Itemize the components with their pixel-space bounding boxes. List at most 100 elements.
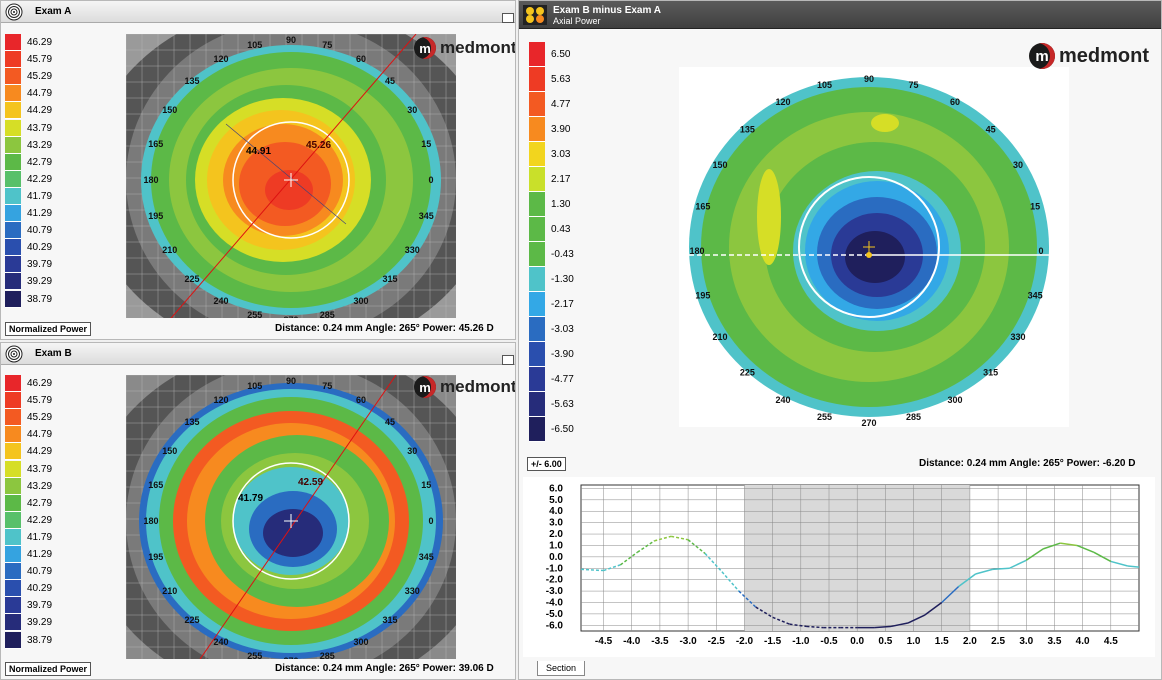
difference-legend-label: 3.90: [551, 124, 571, 135]
svg-text:0: 0: [428, 516, 433, 526]
svg-text:180: 180: [689, 246, 704, 256]
profile-line-segment: [975, 568, 993, 575]
x-tick-label: 2.0: [963, 636, 977, 647]
exam-a-legend-label: 39.29: [27, 276, 53, 288]
exam-a-marker-1: 44.91: [246, 146, 271, 157]
svg-text:180: 180: [143, 516, 158, 526]
svg-text:300: 300: [353, 296, 368, 306]
difference-status: Distance: 0.24 mm Angle: 265° Power: -6.…: [919, 458, 1136, 469]
profile-line-segment: [1009, 559, 1027, 569]
y-tick-label: 5.0: [549, 495, 563, 506]
exam-b-marker-1: 41.79: [238, 493, 263, 504]
svg-text:240: 240: [213, 637, 228, 647]
exam-a-legend-label: 45.79: [27, 54, 53, 66]
svg-text:105: 105: [247, 381, 262, 391]
profile-line-segment: [636, 540, 655, 553]
exam-a-legend-label: 44.79: [27, 88, 53, 100]
y-tick-label: 2.0: [549, 529, 563, 540]
svg-text:330: 330: [405, 245, 420, 255]
difference-legend-label: -4.77: [551, 374, 574, 385]
profile-line-segment: [603, 564, 621, 572]
exam-b-legend-label: 45.79: [27, 395, 53, 407]
exam-b-legend-label: 39.79: [27, 600, 53, 612]
svg-text:270: 270: [861, 418, 876, 427]
profile-line-segment: [772, 616, 790, 625]
svg-text:60: 60: [356, 54, 366, 64]
exam-b-restore-icon[interactable]: [502, 355, 514, 365]
svg-text:165: 165: [148, 139, 163, 149]
svg-text:90: 90: [286, 376, 296, 386]
profile-line-segment: [620, 551, 638, 566]
section-tab[interactable]: Section: [537, 661, 586, 676]
difference-legend-swatch: [529, 142, 545, 167]
y-tick-label: -2.0: [546, 575, 564, 586]
exam-a-legend-label: 38.79: [27, 293, 53, 305]
exam-b-legend-swatch: [5, 563, 21, 581]
exam-b-legend-label: 38.79: [27, 634, 53, 646]
difference-titlebar[interactable]: Exam B minus Exam A Axial Power: [519, 1, 1161, 29]
profile-line-segment: [671, 535, 689, 541]
x-tick-label: 3.5: [1048, 636, 1062, 647]
exam-b-legend-swatch: [5, 460, 21, 478]
profile-line-segment: [738, 590, 757, 608]
difference-legend-swatch: [529, 367, 545, 392]
difference-legend-label: -3.03: [551, 324, 574, 335]
exam-a-titlebar[interactable]: Exam A: [1, 1, 515, 23]
y-tick-label: 4.0: [549, 506, 563, 517]
profile-line-segment: [1110, 560, 1128, 567]
svg-text:45: 45: [385, 76, 395, 86]
exam-a-map[interactable]: 44.91 45.26 90 105 75 120 60 135 45 150 30 165 15 180…: [126, 34, 456, 318]
exam-b-legend-label: 42.79: [27, 497, 53, 509]
exam-a-legend-label: 42.29: [27, 173, 53, 185]
difference-legend-label: 2.17: [551, 174, 571, 185]
svg-text:195: 195: [148, 211, 163, 221]
exam-b-legend-swatch: [5, 546, 21, 564]
difference-pane: Exam B minus Exam A Axial Power 6.50 5.63…: [518, 0, 1162, 680]
exam-a-medmont-logo: m medmont: [414, 37, 515, 59]
svg-text:120: 120: [775, 97, 790, 107]
difference-legend-swatch: [529, 267, 545, 292]
svg-text:330: 330: [405, 586, 420, 596]
profile-line-segment: [789, 623, 807, 628]
exam-b-titlebar[interactable]: Exam B: [1, 343, 515, 365]
difference-range-button[interactable]: +/- 6.00: [527, 457, 566, 471]
difference-subtitle: Axial Power: [553, 16, 601, 26]
exam-a-legend-swatch: [5, 136, 21, 154]
x-tick-label: 0.5: [878, 636, 892, 647]
exam-b-legend-label: 43.79: [27, 463, 53, 475]
exam-b-legend-swatch: [5, 443, 21, 461]
difference-map[interactable]: 90 105 75 120 60 135 45 150 30 165 15 180 0 195 345 210…: [679, 67, 1069, 427]
exam-a-legend-swatch: [5, 51, 21, 69]
exam-a-legend-label: 42.79: [27, 156, 53, 168]
y-tick-label: 3.0: [549, 518, 563, 529]
svg-text:345: 345: [419, 211, 434, 221]
exam-b-legend-swatch: [5, 375, 21, 393]
y-tick-label: -4.0: [546, 597, 564, 608]
svg-text:300: 300: [947, 395, 962, 405]
exam-b-legend-swatch: [5, 528, 21, 546]
exam-a-legend-swatch: [5, 205, 21, 223]
x-tick-label: -2.0: [736, 636, 754, 647]
exam-a-normalized-power-button[interactable]: Normalized Power: [5, 322, 92, 336]
exam-b-title: Exam B: [35, 348, 72, 359]
exam-a-legend-swatch: [5, 187, 21, 205]
x-tick-label: 0.0: [850, 636, 864, 647]
exam-b-legend-swatch: [5, 631, 21, 649]
exam-b-normalized-power-button[interactable]: Normalized Power: [5, 662, 92, 676]
difference-legend-label: 0.43: [551, 224, 571, 235]
exam-a-marker-2: 45.26: [306, 140, 331, 151]
svg-text:240: 240: [775, 395, 790, 405]
difference-legend-label: 1.30: [551, 199, 571, 210]
exam-a-title: Exam A: [35, 6, 72, 17]
difference-legend-label: -5.63: [551, 399, 574, 410]
exam-a-restore-icon[interactable]: [502, 13, 514, 23]
svg-text:330: 330: [1010, 332, 1025, 342]
exam-a-legend-swatch: [5, 256, 21, 274]
difference-map-icon: [523, 5, 547, 25]
exam-a-legend-swatch: [5, 34, 21, 52]
svg-text:120: 120: [213, 54, 228, 64]
difference-legend-label: -2.17: [551, 299, 574, 310]
exam-b-map[interactable]: 41.79 42.59 90 105 75 120 60 135 45 150 30 165 15 180…: [126, 375, 456, 659]
section-profile-chart: -4.5 -4.0 -3.5 -3.0 -2.5 -2.0 -1.5 -1.0 -0.5 0.0 0…: [546, 483, 1140, 647]
exam-b-marker-2: 42.59: [298, 477, 323, 488]
